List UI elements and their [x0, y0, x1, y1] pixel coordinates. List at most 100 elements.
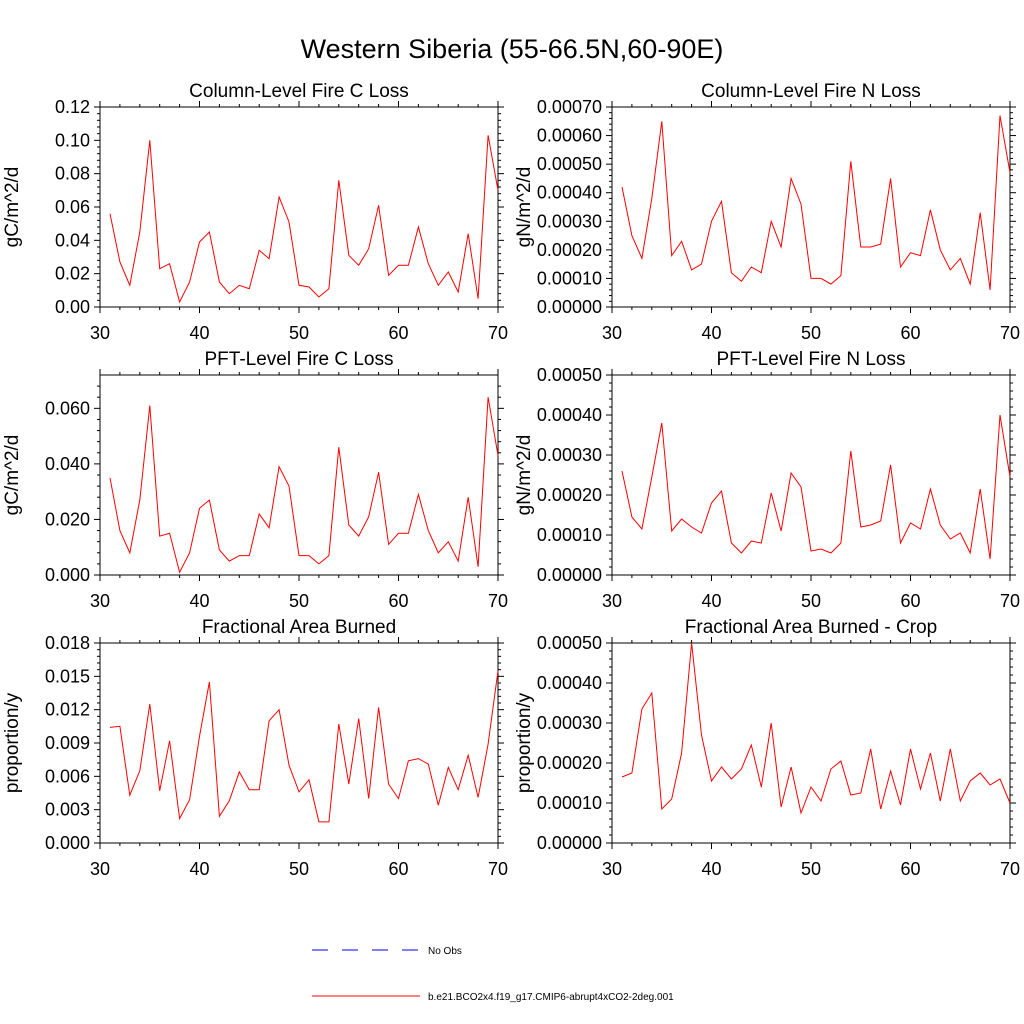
y-tick-label: 0.00050 [537, 365, 602, 385]
x-tick-label: 70 [1000, 859, 1020, 879]
y-tick-label: 0.00030 [537, 445, 602, 465]
chart-panel-5: Fractional Area Burned proportion/y 0.000 0… [2, 617, 508, 879]
series-line [109, 135, 499, 304]
y-tick-label: 0.00050 [537, 633, 602, 653]
y-axis-label: proportion/y [2, 692, 23, 793]
x-tick-label: 70 [1000, 323, 1020, 343]
x-tick-label: 30 [90, 591, 110, 611]
x-tick-label: 30 [602, 591, 622, 611]
legend-model-label: b.e21.BCO2x4.f19_g17.CMIP6-abrupt4xCO2-2… [428, 992, 674, 1003]
y-tick-label: 0.02 [55, 264, 90, 284]
y-tick-label: 0.04 [55, 230, 90, 250]
series-line [621, 115, 1011, 290]
x-tick-label: 40 [189, 859, 209, 879]
panel-title: PFT-Level Fire C Loss [205, 349, 394, 370]
y-tick-label: 0.060 [45, 398, 90, 418]
plot-frame [611, 374, 1011, 576]
series-line [621, 414, 1011, 560]
x-tick-label: 40 [701, 591, 721, 611]
legend: No Obs b.e21.BCO2x4.f19_g17.CMIP6-abrupt… [312, 946, 674, 1003]
y-tick-label: 0.00040 [537, 183, 602, 203]
series-line [109, 397, 499, 574]
y-tick-label: 0.00040 [537, 673, 602, 693]
x-tick-label: 60 [900, 591, 920, 611]
x-tick-label: 60 [900, 859, 920, 879]
x-tick-label: 70 [488, 591, 508, 611]
y-tick-label: 0.009 [45, 733, 90, 753]
x-tick-label: 40 [701, 859, 721, 879]
y-tick-label: 0.018 [45, 633, 90, 653]
x-tick-label: 50 [289, 859, 309, 879]
y-axis-label: gN/m^2/d [514, 435, 535, 516]
plot-frame [611, 642, 1011, 844]
y-tick-label: 0.10 [55, 130, 90, 150]
y-tick-label: 0.012 [45, 700, 90, 720]
legend-obs-label: No Obs [428, 946, 462, 957]
x-tick-label: 50 [801, 859, 821, 879]
panel-title: Fractional Area Burned - Crop [685, 617, 937, 638]
chart-panel-6: Fractional Area Burned - Crop proportion/… [514, 617, 1020, 879]
y-axis-label: gC/m^2/d [2, 435, 23, 516]
plot-frame [99, 374, 499, 576]
y-tick-label: 0.06 [55, 197, 90, 217]
figure-title: Western Siberia (55-66.5N,60-90E) [301, 34, 724, 64]
y-tick-label: 0.000 [45, 565, 90, 585]
y-tick-label: 0.00040 [537, 405, 602, 425]
panel-title: Fractional Area Burned [202, 617, 396, 638]
x-tick-label: 60 [388, 859, 408, 879]
y-tick-label: 0.00010 [537, 793, 602, 813]
y-tick-label: 0.00020 [537, 485, 602, 505]
y-tick-label: 0.040 [45, 454, 90, 474]
y-axis-label: proportion/y [514, 692, 535, 793]
y-tick-label: 0.12 [55, 97, 90, 117]
chart-panel-1: Column-Level Fire C Loss gC/m^2/d 0.00 0.02… [2, 81, 508, 343]
y-tick-label: 0.000 [45, 833, 90, 853]
x-tick-label: 70 [1000, 591, 1020, 611]
y-axis-label: gC/m^2/d [2, 167, 23, 248]
x-tick-label: 50 [801, 591, 821, 611]
y-tick-label: 0.00060 [537, 126, 602, 146]
y-tick-label: 0.00 [55, 297, 90, 317]
panels: Column-Level Fire C Loss gC/m^2/d 0.00 0.02… [2, 81, 1020, 879]
y-axis-label: gN/m^2/d [514, 167, 535, 248]
x-tick-label: 50 [289, 323, 309, 343]
x-tick-label: 40 [189, 323, 209, 343]
y-tick-label: 0.006 [45, 766, 90, 786]
y-tick-label: 0.00020 [537, 240, 602, 260]
x-tick-label: 60 [388, 591, 408, 611]
chart-panel-4: PFT-Level Fire N Loss gN/m^2/d 0.00000 0.00… [514, 349, 1020, 611]
y-tick-label: 0.00000 [537, 565, 602, 585]
x-tick-label: 70 [488, 323, 508, 343]
y-tick-label: 0.00010 [537, 525, 602, 545]
x-tick-label: 50 [801, 323, 821, 343]
y-tick-label: 0.00000 [537, 833, 602, 853]
plot-frame [99, 642, 499, 844]
y-tick-label: 0.00020 [537, 753, 602, 773]
panel-title: PFT-Level Fire N Loss [717, 349, 906, 370]
panel-title: Column-Level Fire N Loss [701, 81, 921, 102]
x-tick-label: 40 [701, 323, 721, 343]
y-tick-label: 0.00030 [537, 211, 602, 231]
y-tick-label: 0.00000 [537, 297, 602, 317]
y-tick-label: 0.003 [45, 800, 90, 820]
y-tick-label: 0.00050 [537, 154, 602, 174]
panel-title: Column-Level Fire C Loss [189, 81, 409, 102]
x-tick-label: 30 [90, 323, 110, 343]
y-tick-label: 0.00010 [537, 268, 602, 288]
x-tick-label: 30 [90, 859, 110, 879]
y-tick-label: 0.015 [45, 666, 90, 686]
x-tick-label: 30 [602, 323, 622, 343]
series-line [621, 642, 1011, 815]
chart-panel-2: Column-Level Fire N Loss gN/m^2/d 0.00000 0… [514, 81, 1020, 343]
series-line [109, 670, 499, 823]
x-tick-label: 60 [388, 323, 408, 343]
x-tick-label: 50 [289, 591, 309, 611]
y-tick-label: 0.00070 [537, 97, 602, 117]
y-tick-label: 0.00030 [537, 713, 602, 733]
y-tick-label: 0.020 [45, 509, 90, 529]
x-tick-label: 30 [602, 859, 622, 879]
x-tick-label: 70 [488, 859, 508, 879]
chart-panel-3: PFT-Level Fire C Loss gC/m^2/d 0.000 0.020 0… [2, 349, 508, 611]
plot-frame [99, 106, 499, 308]
